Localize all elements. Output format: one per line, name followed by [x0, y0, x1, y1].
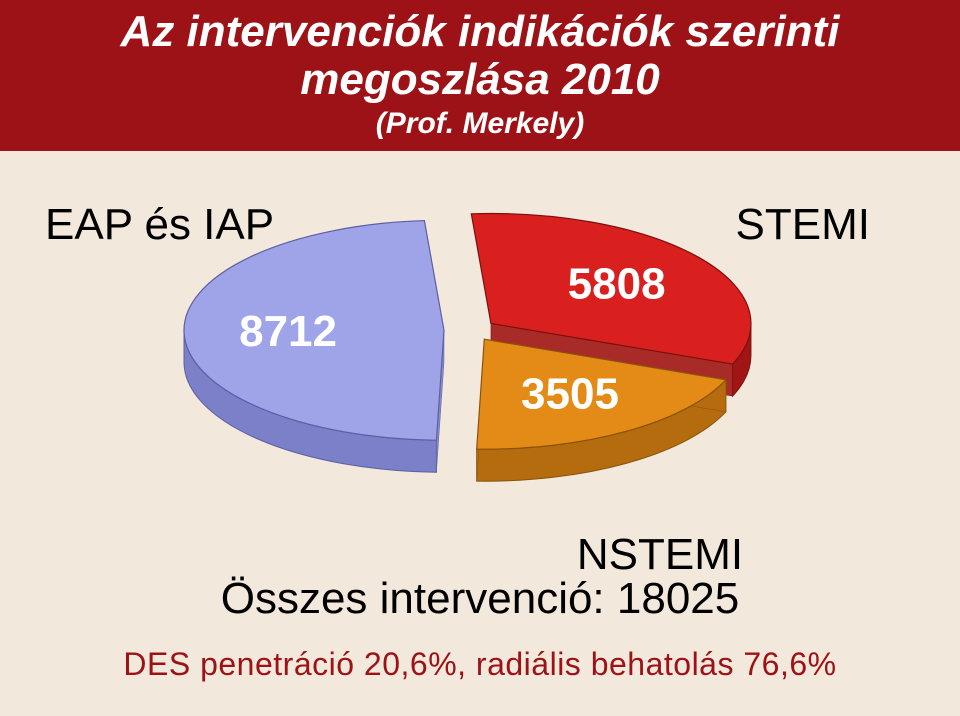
page-subtitle: (Prof. Merkely) [0, 107, 960, 141]
total-value: 18025 [617, 574, 739, 623]
total-prefix: Összes intervenció: [221, 574, 617, 623]
page-title: Az intervenciók indikációk szerinti mego… [0, 8, 960, 105]
category-label-nstemi: NSTEMI [0, 530, 960, 580]
footnote: DES penetráció 20,6%, radiális behatolás… [0, 646, 960, 683]
total-line: Összes intervenció: 18025 [0, 574, 960, 624]
svg-text:5808: 5808 [568, 259, 666, 308]
slide-page: Az intervenciók indikációk szerinti mego… [0, 0, 960, 716]
svg-text:8712: 8712 [239, 307, 337, 356]
header-band: Az intervenciók indikációk szerinti mego… [0, 0, 960, 151]
title-line2: megoszlása 2010 [300, 55, 660, 104]
bottom-area: NSTEMI Összes intervenció: 18025 DES pen… [0, 530, 960, 683]
svg-text:3505: 3505 [521, 369, 619, 418]
pie-chart: 5808 8712 3505 [50, 190, 910, 510]
title-line1: Az intervenciók indikációk szerinti [121, 7, 840, 56]
